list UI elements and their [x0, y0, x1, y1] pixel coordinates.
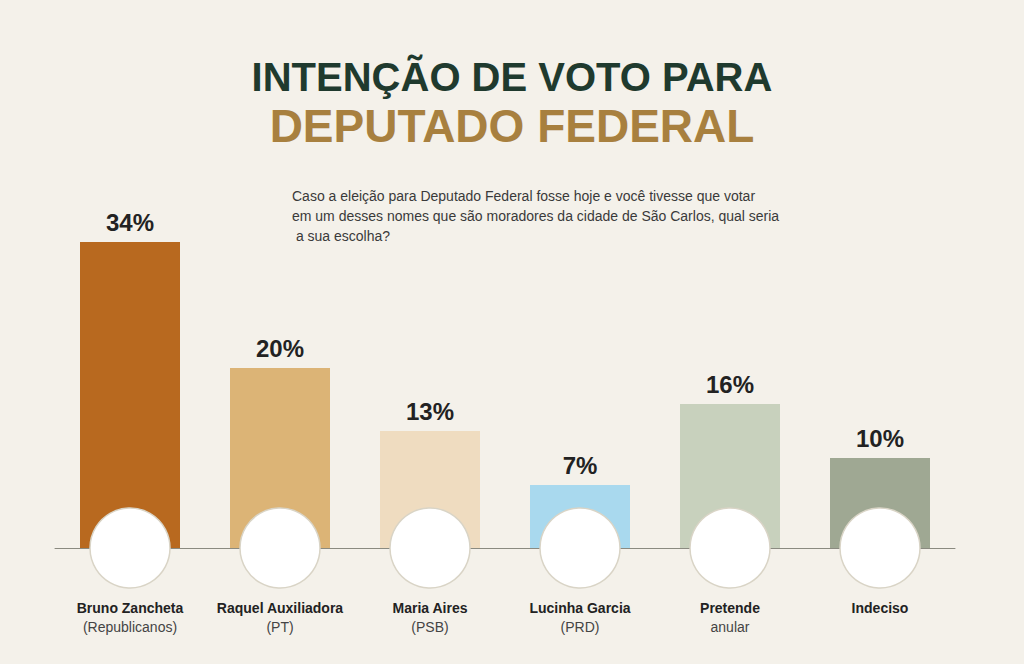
svg-text:16%: 16% [706, 371, 754, 398]
svg-text:a sua escolha?: a sua escolha? [292, 228, 390, 244]
svg-text:em um desses nomes que são mor: em um desses nomes que são moradores da … [292, 208, 779, 224]
svg-text:7%: 7% [563, 452, 598, 479]
svg-text:Indeciso: Indeciso [852, 600, 909, 616]
svg-text:anular: anular [711, 619, 750, 635]
svg-text:INTENÇÃO DE VOTO PARA: INTENÇÃO DE VOTO PARA [252, 54, 773, 99]
svg-text:Pretende: Pretende [700, 600, 760, 616]
svg-text:Maria Aires: Maria Aires [393, 600, 468, 616]
svg-text:13%: 13% [406, 398, 454, 425]
svg-text:10%: 10% [856, 425, 904, 452]
svg-text:(PSB): (PSB) [411, 619, 448, 635]
svg-text:(Republicanos): (Republicanos) [83, 619, 177, 635]
svg-text:Lucinha Garcia: Lucinha Garcia [529, 600, 630, 616]
svg-text:Caso a eleição para Deputado F: Caso a eleição para Deputado Federal fos… [292, 188, 759, 204]
svg-text:Bruno Zancheta: Bruno Zancheta [77, 600, 184, 616]
svg-text:Raquel Auxiliadora: Raquel Auxiliadora [217, 600, 344, 616]
svg-text:20%: 20% [256, 335, 304, 362]
svg-text:(PT): (PT) [266, 619, 293, 635]
svg-text:DEPUTADO FEDERAL: DEPUTADO FEDERAL [270, 100, 755, 152]
svg-text:34%: 34% [106, 209, 154, 236]
svg-text:(PRD): (PRD) [561, 619, 600, 635]
